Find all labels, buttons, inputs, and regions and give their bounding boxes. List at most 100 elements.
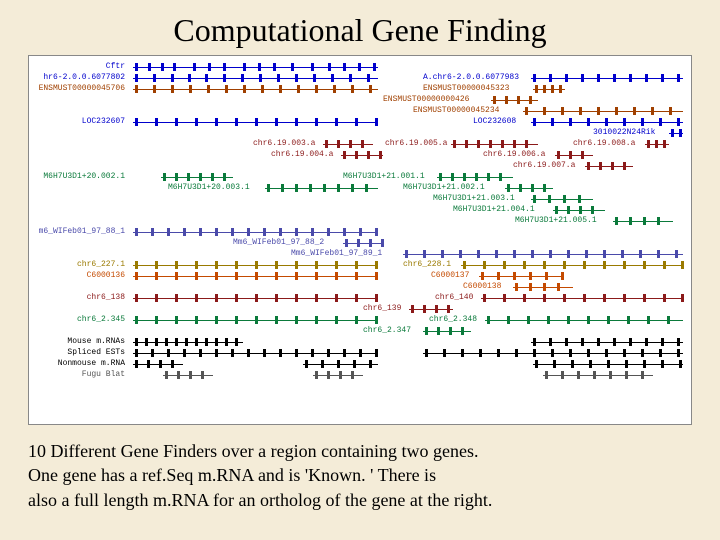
exon-block [497,349,500,357]
track-label: C6000138 [463,282,501,291]
exon-block [361,140,364,148]
exon-block [369,239,372,247]
exon-block [135,74,138,82]
exon-block [489,140,492,148]
exon-block [311,349,314,357]
exon-block [295,294,298,302]
exon-block [561,107,564,115]
exon-block [529,272,532,280]
exon-block [645,74,648,82]
exon-block [155,338,158,346]
exon-block [569,151,572,159]
exon-block [159,360,162,368]
track-label: chr6_140 [435,293,473,302]
exon-block [259,74,262,82]
exon-block [677,74,680,82]
intron-line [341,155,383,156]
track-label: C6000137 [431,271,469,280]
exon-block [597,107,600,115]
exon-block [597,74,600,82]
exon-block [543,294,546,302]
exon-block [641,349,644,357]
exon-block [569,349,572,357]
track-label: M6H7U3D1+20.002.1 [43,172,125,181]
exon-block [475,173,478,181]
intron-line [133,89,378,90]
exon-block [171,360,174,368]
exon-block [175,173,178,181]
track-label: M6H7U3D1+20.003.1 [168,183,250,192]
exon-block [551,118,554,126]
exon-block [375,294,378,302]
exon-block [411,305,414,313]
exon-block [359,228,362,236]
exon-block [583,261,586,269]
exon-block [531,250,534,258]
exon-block [235,261,238,269]
track-label: Fugu Blat [82,370,125,379]
exon-block [459,250,462,258]
exon-block [529,283,532,291]
exon-block [351,184,354,192]
track-row: Nonmouse m.RNA [33,359,687,370]
exon-block [569,118,572,126]
track-label: chr6.19.008.a [573,139,635,148]
exon-block [247,349,250,357]
exon-block [681,261,684,269]
track-row: 3010022N24Rik [33,128,687,139]
track-label: chr6.19.007.a [513,161,575,170]
exon-block [623,349,626,357]
exon-block [545,371,548,379]
exon-block [189,85,192,93]
exon-block [463,173,466,181]
intron-line [313,375,363,376]
exon-block [443,349,446,357]
exon-block [365,184,368,192]
exon-block [215,261,218,269]
exon-block [593,371,596,379]
exon-block [188,74,191,82]
exon-block [279,85,282,93]
intron-line [531,199,593,200]
exon-block [375,349,378,357]
exon-block [195,118,198,126]
exon-block [379,151,382,159]
track-row: C6000138 [33,282,687,293]
track-label: chr6.19.003.a [253,139,315,148]
exon-block [215,118,218,126]
exon-block [591,206,594,214]
exon-block [435,305,438,313]
exon-block [358,63,361,71]
exon-block [643,217,646,225]
exon-block [375,316,378,324]
exon-block [551,349,554,357]
exon-block [335,272,338,280]
exon-block [235,118,238,126]
exon-block [147,360,150,368]
exon-block [447,305,450,313]
exon-block [461,349,464,357]
exon-block [331,74,334,82]
exon-block [493,96,496,104]
intron-line [543,375,653,376]
exon-block [175,261,178,269]
exon-block [261,85,264,93]
exon-block [311,228,314,236]
exon-block [235,272,238,280]
exon-block [629,74,632,82]
exon-block [327,349,330,357]
exon-block [533,338,536,346]
exon-block [597,338,600,346]
track-label: chr6_227.1 [77,260,125,269]
exon-block [135,118,138,126]
exon-block [375,261,378,269]
exon-block [611,162,614,170]
exon-block [367,74,370,82]
exon-block [553,360,556,368]
exon-block [315,85,318,93]
exon-block [153,85,156,93]
exon-block [355,261,358,269]
exon-block [529,96,532,104]
exon-block [231,228,234,236]
caption-line: 10 Different Gene Finders over a region … [28,439,692,463]
